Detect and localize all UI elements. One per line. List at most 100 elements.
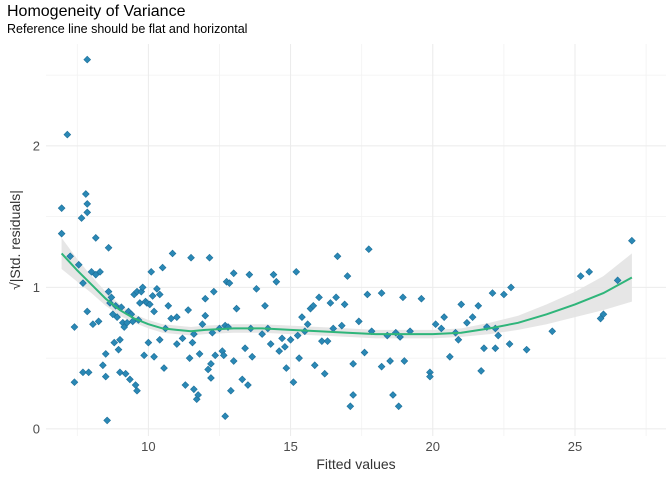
data-point <box>340 300 349 309</box>
data-point <box>440 313 448 321</box>
data-point <box>343 272 352 280</box>
data-points <box>57 55 636 425</box>
data-point <box>363 290 372 299</box>
y-tick-labels: 0 1 2 <box>33 138 40 436</box>
data-point <box>245 270 254 279</box>
y-tick-label: 0 <box>33 421 40 436</box>
minor-gridlines <box>46 44 666 436</box>
data-point <box>164 301 173 310</box>
data-point <box>333 252 342 261</box>
data-point <box>79 279 87 287</box>
data-point <box>298 313 306 321</box>
data-point <box>389 391 397 399</box>
data-point <box>377 289 386 297</box>
data-point <box>227 386 235 395</box>
x-tick-labels: 10 15 20 25 <box>141 439 582 454</box>
data-point <box>323 337 332 346</box>
data-point <box>309 301 318 310</box>
data-point <box>446 352 454 361</box>
data-point <box>70 323 79 331</box>
data-point <box>89 320 97 329</box>
data-point <box>116 368 124 377</box>
data-point <box>77 214 86 222</box>
data-point <box>57 229 66 238</box>
data-point <box>103 416 111 425</box>
data-point <box>83 307 92 316</box>
data-point <box>145 300 154 309</box>
data-point <box>225 279 234 287</box>
data-point <box>136 299 144 307</box>
x-tick-label: 15 <box>283 439 297 454</box>
data-point <box>104 287 113 296</box>
data-point <box>137 287 146 296</box>
data-point <box>258 330 266 338</box>
data-point <box>66 252 74 261</box>
data-point <box>116 335 124 344</box>
data-point <box>576 272 585 280</box>
x-tick-label: 25 <box>568 439 582 454</box>
data-point <box>585 268 594 276</box>
data-point <box>190 385 198 394</box>
data-point <box>99 361 107 370</box>
data-point <box>399 293 407 302</box>
data-point <box>221 412 229 421</box>
data-point <box>400 357 409 365</box>
data-point <box>613 276 622 285</box>
data-point <box>187 253 195 262</box>
data-point <box>207 360 215 368</box>
data-point <box>96 268 104 276</box>
data-point <box>349 391 357 399</box>
data-point <box>286 335 295 344</box>
data-point <box>332 293 340 302</box>
data-point <box>599 310 608 319</box>
data-point <box>289 378 298 387</box>
data-point <box>548 327 557 336</box>
data-point <box>229 357 238 365</box>
data-point <box>281 343 289 351</box>
data-point <box>181 381 190 389</box>
data-point <box>505 340 514 348</box>
data-point <box>91 234 100 242</box>
data-point <box>248 352 257 361</box>
data-point <box>252 284 261 293</box>
data-point <box>209 287 218 296</box>
data-point <box>494 331 503 340</box>
data-point <box>477 367 485 375</box>
data-point <box>133 386 141 395</box>
data-point <box>303 320 312 329</box>
data-point <box>195 350 204 358</box>
data-point <box>155 335 164 344</box>
chart-title: Homogeneity of Variance <box>7 3 186 20</box>
data-point <box>178 334 187 343</box>
data-point <box>81 190 90 198</box>
data-point <box>101 350 110 358</box>
data-point <box>211 351 220 360</box>
data-point <box>83 55 92 64</box>
data-point <box>83 208 92 217</box>
data-point <box>126 375 134 384</box>
data-point <box>507 283 515 292</box>
data-point <box>107 293 116 302</box>
data-point <box>315 293 323 302</box>
data-point <box>84 368 93 377</box>
data-point <box>167 314 175 323</box>
data-point <box>168 249 177 258</box>
data-point <box>57 204 66 212</box>
x-axis-label: Fitted values <box>316 456 395 472</box>
data-point <box>147 268 156 276</box>
data-point <box>155 290 164 299</box>
major-gridlines <box>46 44 666 436</box>
data-point <box>144 338 153 347</box>
data-point <box>628 236 636 245</box>
data-point <box>244 381 252 389</box>
data-point <box>185 354 194 362</box>
data-point <box>238 375 247 384</box>
data-point <box>194 391 202 399</box>
data-point <box>261 301 269 310</box>
data-point <box>337 321 346 330</box>
data-point <box>114 345 123 354</box>
data-point <box>138 283 147 292</box>
data-point <box>63 130 72 139</box>
data-point <box>272 277 281 286</box>
data-point <box>437 324 446 333</box>
